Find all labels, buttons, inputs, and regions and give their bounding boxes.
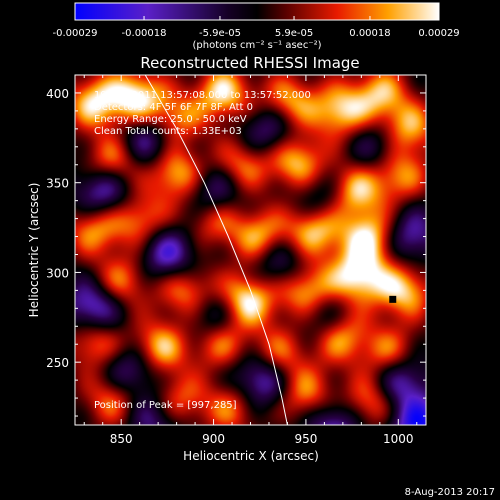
colorbar-tick-label: 0.00029 <box>418 28 459 39</box>
footer-date: 8-Aug-2013 20:17 <box>405 487 495 498</box>
annotation-energy-range: Energy Range: 25.0 - 50.0 keV <box>94 114 247 125</box>
colorbar-unit-label: (photons cm⁻² s⁻¹ asec⁻²) <box>192 40 321 51</box>
annotation-total-counts: Clean Total counts: 1.33E+03 <box>94 126 242 137</box>
x-tick-label: 1000 <box>383 432 414 446</box>
annotation-detectors: Detectors: 4F 5F 6F 7F 8F, Att 0 <box>94 102 253 113</box>
colorbar-tick-label: -0.00029 <box>53 28 98 39</box>
chart-title: Reconstructed RHESSI Image <box>140 54 359 72</box>
x-tick-label: 950 <box>294 432 317 446</box>
y-tick-label: 250 <box>46 356 69 370</box>
heatmap <box>75 75 426 425</box>
heatmap-container <box>75 75 426 425</box>
y-tick-label: 300 <box>46 266 69 280</box>
x-axis-label: Heliocentric X (arcsec) <box>183 449 319 463</box>
x-tick-label: 900 <box>202 432 225 446</box>
colorbar-gradient <box>74 2 440 21</box>
y-axis-label: Heliocentric Y (arcsec) <box>27 183 41 318</box>
colorbar: -0.00029 -0.00018 -5.9e-05 5.9e-05 0.00018 0.… <box>53 2 460 51</box>
annotation-block: 19-Oct-2011 13:57:08.000 to 13:57:52.000… <box>94 90 311 137</box>
colorbar-tick-label: -5.9e-05 <box>199 28 241 39</box>
annotation-time-range: 19-Oct-2011 13:57:08.000 to 13:57:52.000 <box>94 90 311 101</box>
y-tick-label: 350 <box>46 177 69 191</box>
peak-position-label: Position of Peak = [997,285] <box>94 400 237 411</box>
peak-marker <box>389 295 397 303</box>
y-tick-label: 400 <box>46 87 69 101</box>
colorbar-tick-label: 0.00018 <box>349 28 390 39</box>
solar-limb-line <box>144 75 288 425</box>
colorbar-tick-label: 5.9e-05 <box>275 28 313 39</box>
colorbar-tick-label: -0.00018 <box>122 28 167 39</box>
x-tick-label: 850 <box>110 432 133 446</box>
image-plot: 850 900 950 1000 250 300 350 400 19-Oct-2011 13… <box>46 74 427 446</box>
